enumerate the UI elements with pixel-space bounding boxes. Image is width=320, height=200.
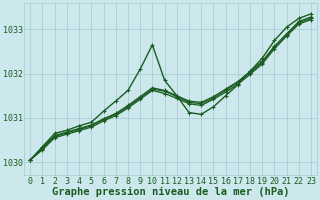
X-axis label: Graphe pression niveau de la mer (hPa): Graphe pression niveau de la mer (hPa) (52, 187, 290, 197)
